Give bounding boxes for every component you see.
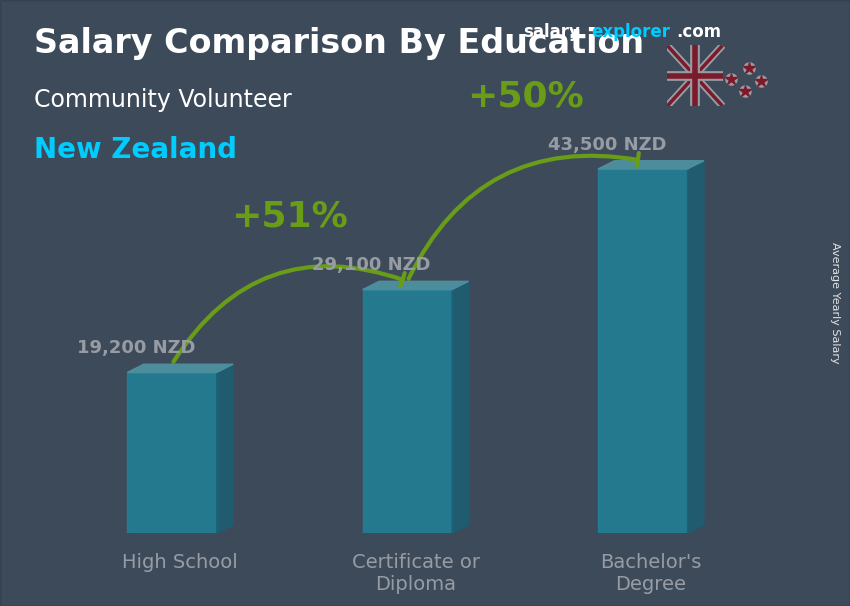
Text: High School: High School bbox=[122, 553, 238, 571]
Text: .com: .com bbox=[676, 23, 721, 41]
Text: Bachelor's
Degree: Bachelor's Degree bbox=[600, 553, 701, 594]
Text: +50%: +50% bbox=[467, 79, 583, 113]
Text: 19,200 NZD: 19,200 NZD bbox=[77, 339, 196, 358]
Text: Community Volunteer: Community Volunteer bbox=[34, 88, 292, 112]
Polygon shape bbox=[128, 373, 217, 533]
Text: explorer: explorer bbox=[591, 23, 670, 41]
Polygon shape bbox=[363, 281, 468, 290]
Polygon shape bbox=[217, 364, 233, 533]
Text: salary: salary bbox=[523, 23, 580, 41]
Polygon shape bbox=[598, 161, 704, 169]
Text: Salary Comparison By Education: Salary Comparison By Education bbox=[34, 27, 644, 60]
Polygon shape bbox=[688, 161, 704, 533]
Polygon shape bbox=[452, 281, 468, 533]
Polygon shape bbox=[598, 169, 688, 533]
Polygon shape bbox=[363, 290, 452, 533]
Text: Average Yearly Salary: Average Yearly Salary bbox=[830, 242, 840, 364]
Text: Certificate or
Diploma: Certificate or Diploma bbox=[352, 553, 479, 594]
Text: New Zealand: New Zealand bbox=[34, 136, 237, 164]
Text: 43,500 NZD: 43,500 NZD bbox=[547, 136, 666, 154]
Polygon shape bbox=[128, 364, 233, 373]
Text: +51%: +51% bbox=[231, 200, 348, 234]
Text: 29,100 NZD: 29,100 NZD bbox=[312, 256, 431, 275]
